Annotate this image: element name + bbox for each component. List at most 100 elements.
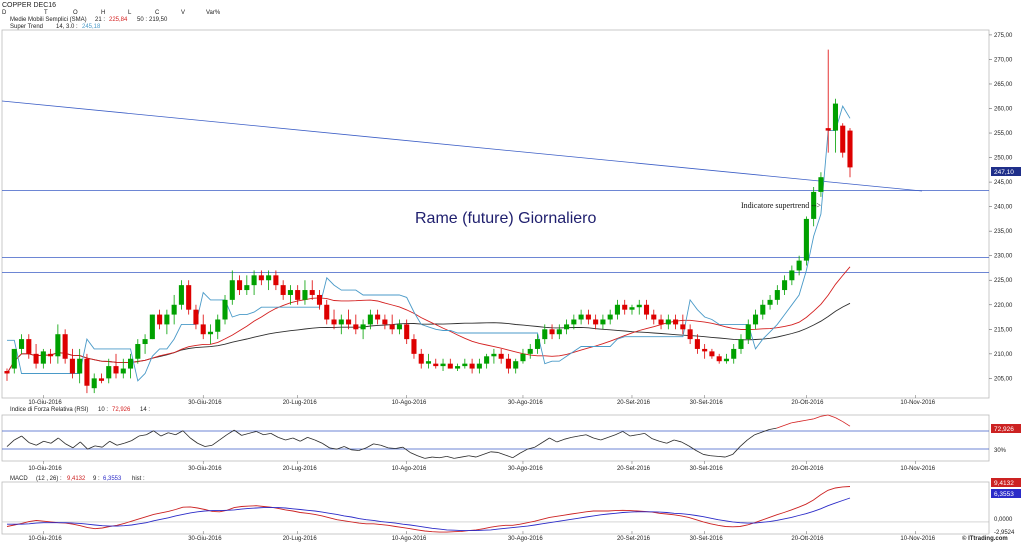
rsi-segment — [278, 436, 286, 441]
candle-body — [425, 361, 432, 364]
candle-body — [760, 304, 766, 315]
rsi-segment — [769, 427, 777, 430]
rsi-segment — [739, 439, 748, 447]
rsi-segment — [673, 439, 682, 443]
y-tick-label: 245,00 — [994, 180, 1013, 186]
rsi-segment — [219, 434, 228, 441]
rsi-segment — [270, 433, 279, 438]
rsi-segment — [263, 433, 271, 436]
x-tick-label: 20-Ott-2016 — [791, 400, 824, 406]
rsi-segment — [813, 415, 821, 420]
rsi-segment — [651, 438, 660, 442]
y-tick-label: 215,00 — [994, 327, 1013, 333]
candle-body — [629, 307, 635, 310]
candle-body — [367, 314, 373, 325]
macd-tag-value: 9,4132 — [994, 480, 1014, 487]
y-tick-label: 275,00 — [994, 33, 1013, 39]
sma-21-value: 225,84 — [109, 17, 128, 23]
rsi-segment — [747, 434, 755, 441]
rsi-segment — [820, 414, 829, 417]
candle-body — [782, 280, 788, 291]
macd-tag-box — [991, 478, 1021, 487]
signal-tag-value: 6,3553 — [994, 491, 1014, 498]
macd-label: MACD — [10, 476, 28, 482]
x-tick-label: 10-Nov-2016 — [900, 466, 935, 472]
candle-body — [564, 324, 570, 330]
candle-body — [687, 329, 693, 340]
rsi-segment — [14, 435, 22, 441]
rsi-segment — [783, 422, 792, 426]
rsi-segment — [498, 452, 506, 456]
candle-body — [193, 309, 199, 325]
rsi-segment — [190, 437, 198, 444]
candle-body — [767, 299, 773, 305]
x-tick-label: 20-Ott-2016 — [791, 536, 824, 542]
rsi-segment — [798, 419, 807, 422]
candle-body — [135, 344, 141, 359]
ohlc-label-h: H — [101, 10, 105, 16]
candle-body — [680, 324, 686, 330]
rsi-segment — [65, 443, 74, 449]
candle-body — [447, 363, 453, 369]
candle-body — [571, 319, 577, 325]
rsi-segment — [666, 439, 675, 444]
watermark: © ITtrading.com — [962, 535, 1008, 542]
y-tick-label: 210,00 — [994, 352, 1013, 358]
candle-body — [229, 280, 235, 300]
rsi-segment — [644, 433, 653, 439]
candle-body — [658, 319, 664, 325]
candle-body — [803, 218, 809, 261]
y-tick-label: 250,00 — [994, 156, 1013, 162]
rsi-segment — [659, 440, 667, 444]
rsi-segment — [578, 434, 587, 437]
rsi-segment — [116, 442, 125, 446]
rsi-segment — [600, 436, 609, 441]
signal-line — [7, 497, 851, 532]
candle-body — [600, 319, 606, 325]
macd-line — [6, 486, 851, 533]
rsi-segment — [226, 429, 235, 436]
rsi-segment — [21, 435, 30, 443]
candle-body — [331, 319, 337, 325]
y-tick-label: 205,00 — [994, 376, 1013, 382]
macd-series — [2, 486, 989, 533]
candle-body — [593, 319, 599, 325]
rsi-segment — [182, 430, 191, 439]
rsi-segment — [197, 442, 206, 447]
candle-body — [709, 351, 715, 357]
x-tick-label: 10-Giu-2016 — [28, 400, 62, 406]
rsi-segment — [43, 440, 52, 444]
rsi-segment — [549, 437, 557, 443]
candle-body — [585, 314, 591, 320]
y-tick-label: 225,00 — [994, 278, 1013, 284]
rsi-segment — [80, 441, 88, 450]
candle-body — [222, 299, 228, 320]
rsi-segment — [153, 430, 162, 437]
x-tick-label: 10-Giu-2016 — [28, 466, 62, 472]
ohlc-label-var: Var% — [206, 10, 221, 16]
rsi-segment — [160, 432, 169, 437]
macd-low-label: -2,9524 — [994, 530, 1015, 536]
candle-body — [491, 353, 497, 357]
candle-body — [716, 356, 722, 362]
candle-body — [120, 368, 126, 374]
rsi-segment — [395, 446, 403, 449]
candle-body — [113, 366, 119, 374]
macd-zero-label: 0,0000 — [994, 517, 1013, 523]
rsi-segment — [36, 440, 44, 446]
rsi-segment — [424, 456, 433, 459]
x-tick-label: 20-Set-2016 — [617, 466, 651, 472]
rsi-segment — [556, 438, 565, 443]
x-tick-label: 30-Giu-2016 — [188, 400, 222, 406]
rsi-segment — [541, 437, 550, 443]
y-tick-label: 260,00 — [994, 107, 1013, 113]
macd-tags: 9,4132 6,3553 0,0000 -2,9524 — [991, 478, 1021, 536]
rsi-segment — [718, 456, 726, 458]
candle-body — [338, 319, 344, 325]
rsi-segment — [695, 450, 704, 455]
candle-body — [651, 314, 657, 320]
macd-value: 9,4132 — [67, 476, 86, 482]
descending-trendline — [1, 100, 923, 192]
candle-body — [258, 275, 264, 281]
